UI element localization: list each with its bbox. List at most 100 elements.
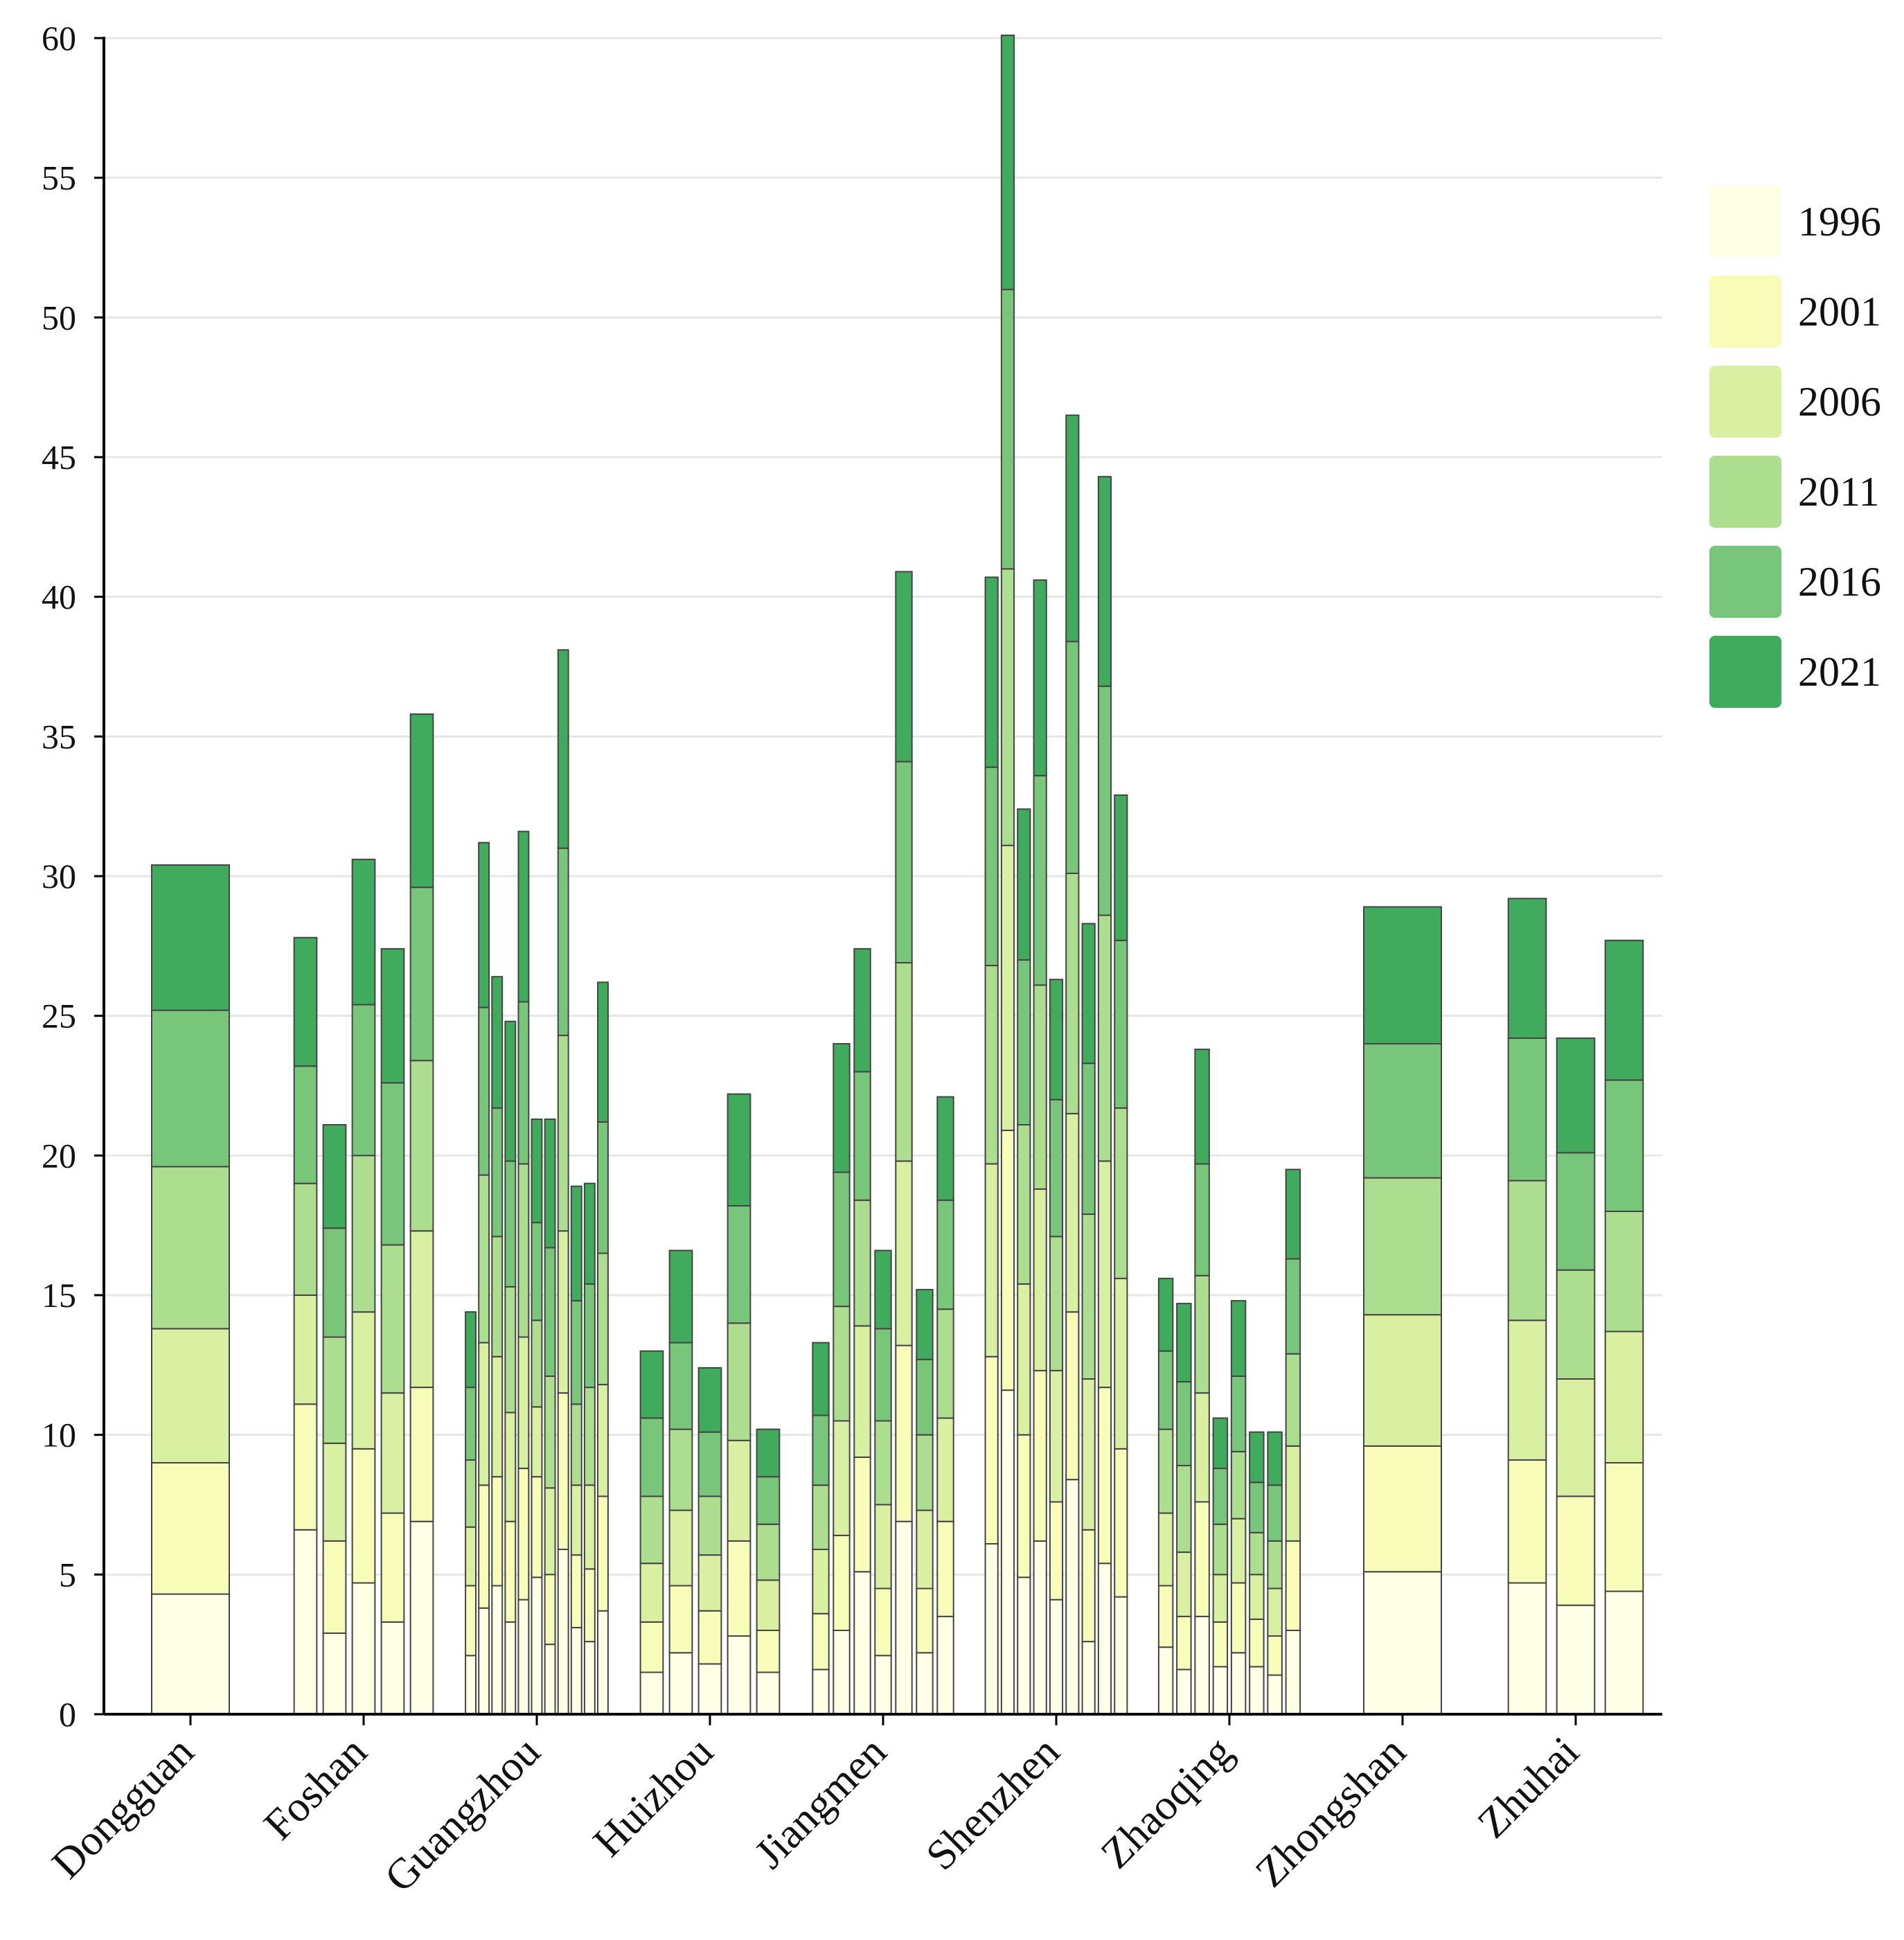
bar-segment-2006 [544,1487,556,1576]
bar-segment-2016 [984,766,999,967]
bar-segment-2001 [1176,1615,1192,1671]
bar-segment-2011 [597,1252,609,1386]
bar-segment-2016 [668,1342,693,1430]
bar-segment-2001 [531,1476,543,1578]
bar-segment-2016 [465,1387,477,1461]
bar-segment-2016 [478,1006,490,1176]
bar-segment-2006 [756,1579,781,1631]
bar-segment-2006 [916,1509,934,1590]
x-tick-label: Zhuhai [1469,1728,1588,1847]
bar-segment-2006 [597,1384,609,1497]
bar-segment-1996 [1000,1389,1015,1715]
bar-segment-2011 [1285,1353,1301,1447]
bar-segment-1996 [1604,1590,1644,1716]
bar-segment-2001 [1604,1462,1644,1592]
bar-segment-2001 [1157,1585,1174,1648]
bar-segment-2021 [517,830,530,1003]
bar-segment-2001 [1363,1445,1442,1573]
bar-segment-2011 [491,1236,504,1358]
bar-segment-2016 [895,760,913,964]
bar-segment-2001 [293,1403,318,1531]
bar-segment-2016 [1507,1037,1547,1182]
bar-segment-2016 [517,1001,530,1165]
bar-segment-2011 [322,1336,347,1444]
bar-segment-2001 [151,1462,230,1595]
bar-segment-2021 [1507,898,1547,1039]
bar-segment-2016 [570,1300,582,1405]
bar-segment-2021 [491,976,504,1109]
bar-segment-1996 [570,1626,582,1715]
bar-segment-2021 [380,947,405,1084]
bar-segment-2021 [570,1185,582,1302]
bar-segment-2001 [1230,1582,1247,1654]
bar-segment-2016 [380,1082,405,1246]
bar-segment-2011 [570,1403,582,1486]
bar-segment-2016 [1249,1481,1265,1533]
bar-segment-2006 [322,1442,347,1542]
bar-segment-2021 [1556,1037,1596,1154]
bar-segment-2011 [895,962,913,1162]
legend-swatch-1996 [1709,186,1781,258]
bar-segment-2006 [1285,1445,1301,1542]
bar-segment-2016 [936,1199,954,1310]
bar-segment-2021 [557,649,569,849]
bar-segment-1996 [1114,1596,1128,1716]
bar-segment-1996 [1212,1666,1229,1716]
bar-segment-2016 [1157,1350,1174,1430]
bar-segment-2021 [697,1367,722,1433]
bar-segment-2021 [1249,1431,1265,1484]
bar-segment-1996 [1176,1668,1192,1715]
bar-segment-1996 [583,1641,596,1715]
bar-segment-1996 [322,1632,347,1716]
bar-segment-2021 [812,1342,830,1416]
bar-segment-2016 [1556,1152,1596,1271]
bar-segment-2006 [1176,1551,1192,1617]
x-tick-label: Zhongshan [1247,1728,1415,1896]
x-tick-label: Shenzhen [917,1728,1069,1880]
bar-segment-2011 [936,1308,954,1419]
bar-segment-2016 [916,1358,934,1436]
bar-segment-2011 [1081,1213,1096,1380]
bar-segment-2001 [1507,1459,1547,1584]
bar-segment-2011 [504,1285,517,1414]
bar-segment-2021 [504,1020,517,1162]
bar-segment-2006 [1000,844,1015,1132]
bar-segment-2001 [874,1587,892,1657]
legend-label-2021: 2021 [1798,649,1881,695]
x-tick-label: Dongguan [43,1728,203,1888]
bar-segment-2001 [544,1574,556,1646]
bar-segment-2011 [1017,1123,1031,1285]
bar-segment-2021 [597,981,609,1123]
bar-segment-1996 [1157,1646,1174,1715]
bar-segment-2001 [557,1392,569,1551]
y-tick-label: 30 [42,857,76,896]
bar-segment-1996 [756,1671,781,1715]
bar-segment-2016 [1212,1468,1229,1525]
legend-label-2001: 2001 [1798,289,1881,335]
bar-segment-2016 [1194,1163,1210,1276]
legend-swatch-2021 [1709,636,1781,708]
bar-segment-2011 [1230,1450,1247,1520]
bar-segment-2006 [936,1417,954,1522]
bar-segment-2011 [151,1166,230,1330]
bar-segment-2001 [478,1484,490,1609]
bar-segment-2011 [1212,1523,1229,1576]
y-tick-label: 55 [42,159,76,197]
bar-segment-2011 [1249,1531,1265,1576]
bar-segment-2011 [517,1163,530,1338]
bar-segment-2016 [544,1247,556,1377]
bar-segment-2006 [727,1439,751,1542]
bar-segment-2016 [504,1160,517,1288]
bar-segment-2006 [1157,1512,1174,1587]
bar-segment-2016 [1049,1098,1064,1238]
bar-segment-2006 [1114,1277,1128,1450]
bar-segment-2006 [570,1484,582,1556]
bar-segment-1996 [380,1621,405,1715]
bar-segment-2006 [853,1325,871,1458]
bar-segment-1996 [727,1635,751,1715]
bar-segment-2021 [322,1123,347,1229]
bar-segment-2016 [409,887,434,1062]
bar-segment-2006 [639,1563,664,1623]
bar-segment-1996 [984,1542,999,1715]
